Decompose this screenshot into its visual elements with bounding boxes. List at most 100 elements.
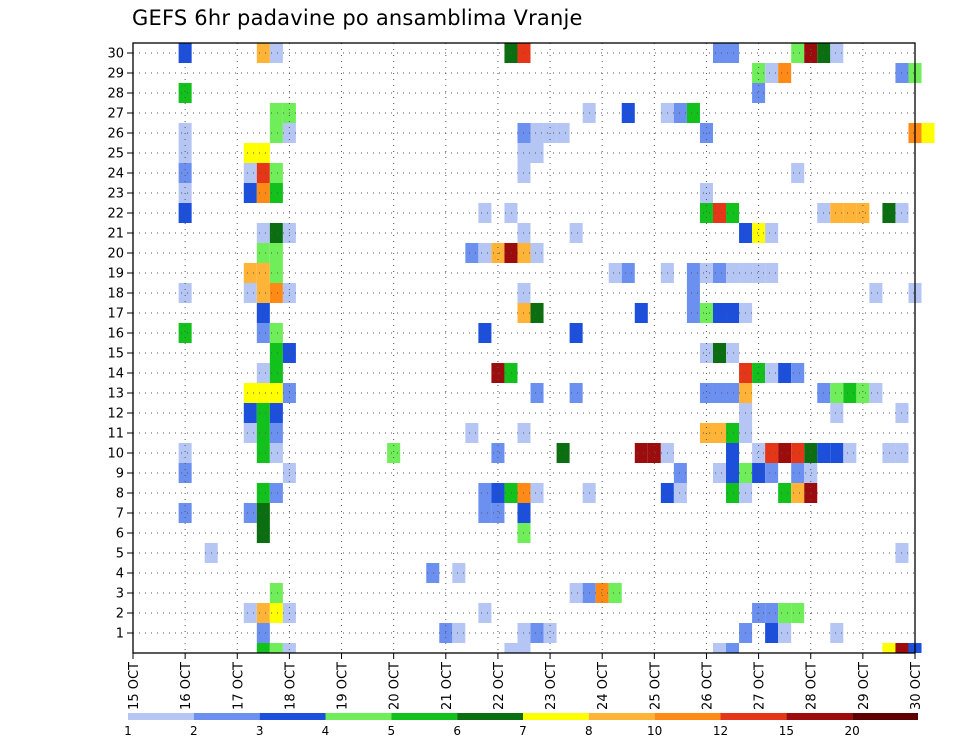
heatmap-cell bbox=[269, 223, 283, 243]
heatmap-cell bbox=[882, 443, 896, 463]
heatmap-cell bbox=[504, 203, 518, 223]
y-tick-label: 5 bbox=[116, 547, 124, 562]
y-tick-label: 27 bbox=[107, 107, 124, 122]
x-tick-label: 29 OCT bbox=[857, 662, 872, 710]
heatmap-cell bbox=[530, 623, 544, 643]
y-tick-label: 3 bbox=[116, 587, 124, 602]
heatmap-cell bbox=[608, 263, 622, 283]
heatmap-cell bbox=[256, 163, 270, 183]
heatmap-cell bbox=[178, 283, 192, 303]
heatmap-cell bbox=[530, 383, 544, 403]
heatmap-cell bbox=[517, 643, 531, 653]
heatmap-cell bbox=[726, 343, 740, 363]
heatmap-cell bbox=[282, 643, 296, 653]
heatmap-cell bbox=[256, 503, 270, 523]
heatmap-cell bbox=[504, 243, 518, 263]
heatmap-cell bbox=[530, 303, 544, 323]
colorbar-swatch bbox=[391, 713, 458, 720]
heatmap-cell bbox=[269, 443, 283, 463]
heatmap-cell bbox=[256, 223, 270, 243]
heatmap-cell bbox=[791, 463, 805, 483]
heatmap-cell bbox=[765, 443, 779, 463]
heatmap-cell bbox=[178, 323, 192, 343]
heatmap-cell bbox=[712, 423, 727, 443]
heatmap-cell bbox=[752, 443, 766, 463]
heatmap-cell bbox=[178, 203, 192, 223]
heatmap-cell bbox=[178, 143, 192, 163]
y-tick-label: 20 bbox=[107, 247, 124, 262]
x-tick-label: 17 OCT bbox=[231, 662, 246, 710]
heatmap-cell bbox=[478, 483, 492, 503]
heatmap-cell bbox=[699, 383, 713, 403]
y-tick-label: 28 bbox=[107, 87, 124, 102]
y-tick-label: 10 bbox=[107, 447, 124, 462]
x-tick-label: 30 OCT bbox=[909, 662, 924, 710]
colorbar-swatch bbox=[588, 713, 655, 720]
heatmap-cell bbox=[452, 563, 466, 583]
y-tick-label: 22 bbox=[107, 207, 124, 222]
y-tick-label: 9 bbox=[116, 467, 124, 482]
heatmap-cell bbox=[726, 423, 740, 443]
heatmap-cell bbox=[765, 63, 779, 83]
heatmap-cell bbox=[478, 603, 492, 623]
plot-frame bbox=[132, 42, 916, 654]
heatmap-cell bbox=[530, 483, 544, 503]
heatmap-cell bbox=[778, 483, 792, 503]
heatmap-cell bbox=[569, 323, 583, 343]
heatmap-cell bbox=[178, 83, 192, 103]
heatmap-cell bbox=[256, 43, 270, 63]
heatmap-cell bbox=[843, 383, 857, 403]
heatmap-cell bbox=[843, 203, 857, 223]
heatmap-cell bbox=[830, 203, 844, 223]
y-tick-label: 17 bbox=[107, 307, 124, 322]
heatmap-cell bbox=[843, 443, 857, 463]
heatmap-cell bbox=[726, 483, 740, 503]
heatmap-cell bbox=[256, 263, 270, 283]
heatmap-cell bbox=[712, 203, 727, 223]
y-tick-label: 6 bbox=[116, 527, 124, 542]
y-tick-label: 14 bbox=[107, 367, 124, 382]
heatmap-cell bbox=[765, 263, 779, 283]
heatmap-cell bbox=[869, 283, 883, 303]
colorbar-swatch bbox=[786, 713, 853, 720]
heatmap-cell bbox=[269, 243, 283, 263]
heatmap-cell bbox=[712, 263, 727, 283]
heatmap-cell bbox=[921, 123, 935, 143]
y-tick-label: 25 bbox=[107, 147, 124, 162]
heatmap-cell bbox=[726, 303, 740, 323]
heatmap-cell bbox=[726, 443, 740, 463]
y-tick-label: 26 bbox=[107, 127, 124, 142]
heatmap-cell bbox=[256, 383, 270, 403]
heatmap-cell bbox=[765, 363, 779, 383]
heatmap-cell bbox=[830, 383, 844, 403]
heatmap-cell bbox=[895, 643, 909, 653]
heatmap-cell bbox=[478, 243, 492, 263]
y-tick-label: 19 bbox=[107, 267, 124, 282]
heatmap-cell bbox=[569, 583, 583, 603]
heatmap-cell bbox=[830, 443, 844, 463]
heatmap-cell bbox=[243, 283, 257, 303]
heatmap-cell bbox=[778, 363, 792, 383]
heatmap-cell bbox=[699, 203, 713, 223]
colorbar-swatch bbox=[654, 713, 721, 720]
x-tick-label: 18 OCT bbox=[283, 662, 298, 710]
heatmap-cell bbox=[256, 523, 270, 543]
y-tick-label: 30 bbox=[107, 47, 124, 62]
heatmap-cell bbox=[530, 143, 544, 163]
heatmap-cell bbox=[830, 623, 844, 643]
heatmap-cell bbox=[269, 403, 283, 423]
heatmap-cell bbox=[673, 103, 687, 123]
heatmap-cell bbox=[569, 223, 583, 243]
colorbar-label: 1 bbox=[124, 724, 132, 738]
heatmap-cell bbox=[673, 483, 687, 503]
heatmap-cell bbox=[791, 43, 805, 63]
heatmap-cell bbox=[269, 583, 283, 603]
x-tick-label: 26 OCT bbox=[700, 662, 715, 710]
y-tick-label: 11 bbox=[107, 427, 124, 442]
heatmap-cell bbox=[504, 363, 518, 383]
y-tick-label: 23 bbox=[107, 187, 124, 202]
x-tick-label: 21 OCT bbox=[440, 662, 455, 710]
heatmap-cell bbox=[178, 43, 192, 63]
colorbar-label: 8 bbox=[585, 724, 593, 738]
heatmap-cell bbox=[269, 43, 283, 63]
